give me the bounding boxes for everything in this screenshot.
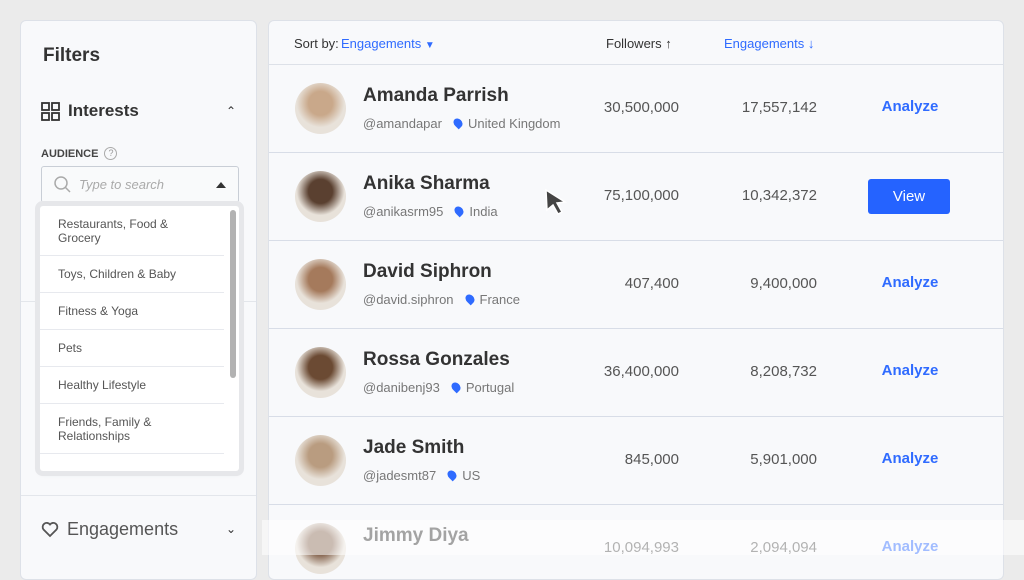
location: US [445,468,481,483]
location-pin-icon [451,116,465,130]
help-icon[interactable]: ? [104,147,118,160]
chevron-down-icon[interactable]: ⌄ [225,522,236,536]
followers-value: 845,000 [624,451,679,468]
influencer-row[interactable]: Rossa Gonzales @danibenj93 Portugal 36,40… [269,329,1003,417]
influencer-name[interactable]: Anika Sharma [363,173,490,194]
search-icon [54,176,71,193]
engagements-value: 17,557,142 [741,99,817,116]
influencer-row[interactable]: Anika Sharma @anikasrm95 India 75,100,000… [269,153,1003,241]
analyze-button[interactable]: Analyze [881,362,939,379]
influencer-meta: @jadesmt87 US [363,468,480,483]
sort-label: Sort by: [294,36,339,51]
influencer-name[interactable]: Amanda Parrish [363,85,509,106]
followers-column-header[interactable]: Followers ↑ [606,36,672,51]
influencer-meta: @david.siphron France [363,292,520,307]
interests-section-header[interactable]: Interests ⌃ [21,101,256,121]
mouse-cursor-icon [545,188,568,215]
location-pin-icon [453,204,466,218]
list-header: Sort by: Engagements ▼ Followers ↑ Engag… [269,21,1003,65]
analyze-button[interactable]: Analyze [881,274,939,291]
location-pin-icon [463,292,476,306]
engagements-value: 10,342,372 [741,187,817,204]
followers-value: 407,400 [624,275,679,292]
dropdown-option[interactable]: Restaurants, Food & Grocery [40,206,224,256]
engagements-value: 9,400,000 [750,275,817,292]
audience-text: AUDIENCE [41,147,99,160]
analyze-button[interactable]: Analyze [881,98,939,115]
audience-label: AUDIENCE? [41,147,118,160]
avatar [295,347,346,398]
engagements-label: Engagements [67,518,179,539]
location-text: India [469,204,498,219]
dropdown-option[interactable]: Healthy Lifestyle [40,367,224,404]
location-pin-icon [449,380,463,394]
dropdown-option[interactable]: Pets [40,330,224,367]
location: United Kingdom [451,116,561,131]
location-pin-icon [445,468,459,482]
influencer-list: Sort by: Engagements ▼ Followers ↑ Engag… [268,20,1004,580]
location-text: Portugal [465,380,515,395]
filters-title: Filters [43,45,101,66]
caret-up-icon[interactable] [216,181,226,188]
bottom-fade [262,520,1024,555]
influencer-name[interactable]: Rossa Gonzales [363,349,510,370]
chevron-up-icon[interactable]: ⌃ [225,104,236,118]
location-text: France [479,292,520,307]
dropdown-option[interactable]: Toys, Children & Baby [40,256,224,293]
audience-search-input[interactable]: Type to search [41,166,239,203]
location: Portugal [449,380,515,395]
dropdown-option[interactable]: Friends, Family & Relationships [40,404,224,454]
analyze-button[interactable]: Analyze [881,450,939,467]
influencer-meta: @amandapar United Kingdom [363,116,560,131]
influencer-meta: @danibenj93 Portugal [363,380,514,395]
influencer-row[interactable]: Jade Smith @jadesmt87 US 845,000 5,901,00… [269,417,1003,505]
grid-icon [41,101,60,121]
engagements-value: 5,901,000 [750,451,817,468]
location-text: US [462,468,481,483]
caret-down-icon: ▼ [424,40,435,51]
engagements-value: 8,208,732 [750,363,817,380]
location: France [463,292,520,307]
followers-value: 36,400,000 [603,363,679,380]
influencer-row[interactable]: Amanda Parrish @amandapar United Kingdom … [269,65,1003,153]
influencer-handle: @anikasrm95 [363,204,444,219]
influencer-handle: @david.siphron [363,292,454,307]
location: India [453,204,498,219]
filters-sidebar: Filters Interests ⌃ AUDIENCE? Type to se… [20,20,257,580]
engagements-column-header[interactable]: Engagements ↓ [724,36,815,51]
location-text: United Kingdom [467,116,561,131]
engagements-section-header[interactable]: Engagements ⌄ [21,518,256,540]
sort-value: Engagements [341,36,422,51]
dropdown-option[interactable]: Fitness & Yoga [40,293,224,330]
avatar [295,83,346,134]
influencer-handle: @amandapar [363,116,442,131]
heart-icon [41,521,59,537]
search-placeholder: Type to search [79,177,165,192]
audience-dropdown-list: Restaurants, Food & Grocery Toys, Childr… [40,206,239,471]
influencer-handle: @danibenj93 [363,380,440,395]
avatar [295,171,346,222]
influencer-meta: @anikasrm95 India [363,204,498,219]
dropdown-scrollbar[interactable] [230,210,236,378]
influencer-row[interactable]: David Siphron @david.siphron France 407,4… [269,241,1003,329]
influencer-name[interactable]: Jade Smith [363,437,465,458]
avatar [295,259,346,310]
sort-dropdown[interactable]: Engagements ▼ [341,36,435,51]
influencer-name[interactable]: David Siphron [363,261,492,282]
avatar [295,435,346,486]
followers-value: 30,500,000 [603,99,679,116]
view-button[interactable]: View [868,179,950,214]
influencer-handle: @jadesmt87 [363,468,437,483]
interests-label: Interests [68,101,139,120]
followers-value: 75,100,000 [603,187,679,204]
